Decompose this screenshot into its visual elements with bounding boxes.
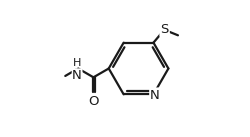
Text: O: O bbox=[88, 95, 99, 108]
Text: H: H bbox=[73, 58, 81, 68]
Text: N: N bbox=[72, 69, 82, 82]
Text: S: S bbox=[160, 23, 169, 36]
Text: N: N bbox=[150, 89, 160, 102]
